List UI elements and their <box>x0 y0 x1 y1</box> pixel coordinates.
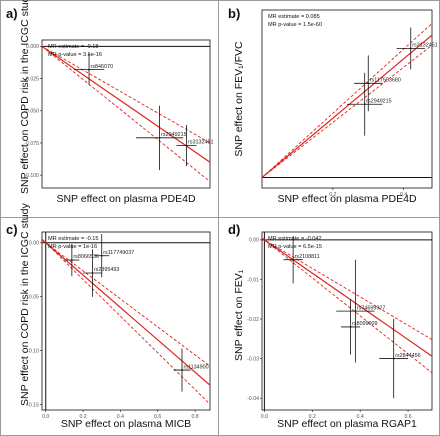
panel-c-xtick-label: 0.2 <box>79 414 86 420</box>
panel-a-ytick-label: 0.000 <box>26 44 39 50</box>
panel-d-snp-point <box>354 310 357 313</box>
panel-c-ylabel: SNP effect on COPD risk in the ICGC stud… <box>19 203 31 406</box>
panel-b-xtick-label: 0.2 <box>329 192 336 198</box>
panel-d-snp-label: rs2844456 <box>395 353 420 359</box>
panel-b-snp-label: rs3132451 <box>412 43 437 49</box>
panel-b-snp-point <box>363 103 366 106</box>
panel-c-ytick-label: -0.10 <box>27 348 39 354</box>
panel-b-snp-point <box>367 82 370 85</box>
panel-d-plot: 0.00 -0.01 -0.02 -0.03 -0.04 0.0 0.2 0.4 0.6 rs21… <box>247 231 433 420</box>
panel-d-snp-point <box>392 357 395 360</box>
panel-a-annotation: MR estimate = -0.18 <box>48 44 99 50</box>
panel-c-xtick-label: 0.6 <box>154 414 161 420</box>
panel-d-ytick-label: -0.04 <box>247 396 259 402</box>
panel-c-xtick-label: 0.8 <box>191 414 198 420</box>
panel-a-ylabel: SNP effect on COPD risk in the ICGC stud… <box>19 0 31 194</box>
panel-b-plot-border <box>261 9 433 189</box>
panel-c-snp-point <box>91 272 94 274</box>
panel-c-snp-label: rs117749037 <box>103 250 134 256</box>
panel-b-ylabel: SNP effect on FEV₁/FVC <box>233 41 245 157</box>
panel-d-ylabel: SNP effect on FEV₁ <box>233 269 245 361</box>
panel-a-xlabel: SNP effect on plasma PDE4D <box>56 193 196 205</box>
panel-c-annotation: MR p-value = 1e-16 <box>48 244 97 250</box>
panel-a-fit-line <box>42 45 210 163</box>
panel-b-snp-label: rs2949215 <box>366 98 391 104</box>
panel-a-ytick-label: -0.025 <box>24 76 39 82</box>
panel-c-letter: c) <box>6 222 18 237</box>
panel-d-plot-border <box>261 231 433 411</box>
panel-b-xtick-label: 0.4 <box>400 192 407 198</box>
panel-c-snp-label: rs1134900 <box>184 364 209 370</box>
panel-d-snp-point <box>292 258 295 261</box>
panel-b-ci-line-upper <box>262 44 432 178</box>
panel-a-snp-label: rs2949215 <box>161 132 186 138</box>
panel-d-annotation: MR estimate = -0.042 <box>268 236 322 242</box>
panel-b-plot: 0.2 0.4 rs3132451 rs117553680 rs2949215 MR es… <box>261 9 438 198</box>
panel-d-ci-line-lower <box>262 237 432 374</box>
panel-c-plot-border <box>41 231 211 411</box>
panel-b-annotation: MR estimate = 0.085 <box>268 14 320 20</box>
panel-a-ci-line-upper <box>42 46 210 144</box>
panel-d-snp-label: rs2108811 <box>295 254 320 260</box>
panel-c-snp-point <box>181 369 183 371</box>
panel-c-ytick-label: -0.05 <box>27 295 39 301</box>
panel-c-annotation: MR estimate = -0.15 <box>48 236 99 242</box>
panel-c-ytick-label: -0.15 <box>27 402 39 408</box>
panel-a-ytick-label: -0.050 <box>24 109 39 115</box>
panel-a-snp-label: rs846070 <box>91 64 113 70</box>
panel-c-xlabel: SNP effect on plasma MICB <box>60 418 192 430</box>
panel-d-xtick-label: 0.4 <box>357 414 364 420</box>
panel-d-xtick-label: 0.0 <box>261 414 268 420</box>
panel-a-snp-point <box>185 144 188 147</box>
panel-b-letter: b) <box>228 6 241 21</box>
panel-a-snp-point <box>158 136 161 139</box>
panel-c-xtick-label: 0.4 <box>117 414 124 420</box>
panel-c-snp-point <box>70 259 73 261</box>
panel-a-ytick-label: -0.075 <box>24 141 39 147</box>
panel-c-ytick-label: 0.00 <box>29 241 39 247</box>
panel-d-annotation: MR p-value = 6.5e-15 <box>268 244 322 250</box>
panel-d-xlabel: SNP effect on plasma RGAP1 <box>277 418 417 430</box>
panel-d-snp-label: rs74699927 <box>357 305 385 311</box>
panel-a-annotation: MR p-value = 3.6e-16 <box>48 52 102 58</box>
panel-a-plot-border <box>41 39 211 189</box>
panel-b-snp-label: rs117553680 <box>370 77 401 83</box>
panel-d-ytick-label: -0.01 <box>247 277 259 283</box>
panel-d-ytick-label: -0.03 <box>247 356 259 362</box>
panel-c-snp-point <box>100 254 103 257</box>
panel-b-snp-point <box>409 47 412 50</box>
panel-d-letter: d) <box>228 222 241 237</box>
panel-a-snp-label: rs3132451 <box>188 140 213 146</box>
panel-c-ci-line-upper <box>42 239 210 367</box>
panel-b-xlabel: SNP effect on plasma PDE4D <box>277 193 417 205</box>
panel-c-snp-label: rs8066536 <box>73 254 98 260</box>
panel-d-snp-point <box>349 326 352 328</box>
panel-c-ci-line-lower <box>42 238 210 405</box>
panel-d-ci-line-upper <box>262 238 432 340</box>
panel-d-ytick-label: -0.02 <box>247 317 259 323</box>
panel-c-xtick-label: 0.0 <box>42 414 49 420</box>
panel-a-plot: 0.000 -0.025 -0.050 -0.075 -0.100 rs846070 rs2… <box>24 39 213 189</box>
panel-d-xtick-label: 0.2 <box>309 414 316 420</box>
panel-a-letter: a) <box>6 6 18 21</box>
panel-d-snp-label: rs8099009 <box>352 321 377 327</box>
panel-b-ci-line-lower <box>262 23 432 178</box>
panel-b-fit-line <box>262 34 432 178</box>
panel-b-annotation: MR p-value = 1.5e-60 <box>268 22 322 28</box>
panel-a-ci-line-lower <box>42 46 210 182</box>
panel-a-snp-point <box>88 68 90 71</box>
panel-d-fit-line <box>262 237 432 357</box>
panel-c-snp-label: rs2395493 <box>94 267 119 273</box>
panel-c-plot: 0.00 -0.05 -0.10 -0.150.0 0.2 0.4 0.6 0.8 rs1177… <box>27 231 211 420</box>
panel-d-ytick-label: 0.00 <box>249 238 259 244</box>
panel-a-ytick-label: -0.100 <box>24 173 39 179</box>
panel-d-xtick-label: 0.6 <box>404 414 411 420</box>
